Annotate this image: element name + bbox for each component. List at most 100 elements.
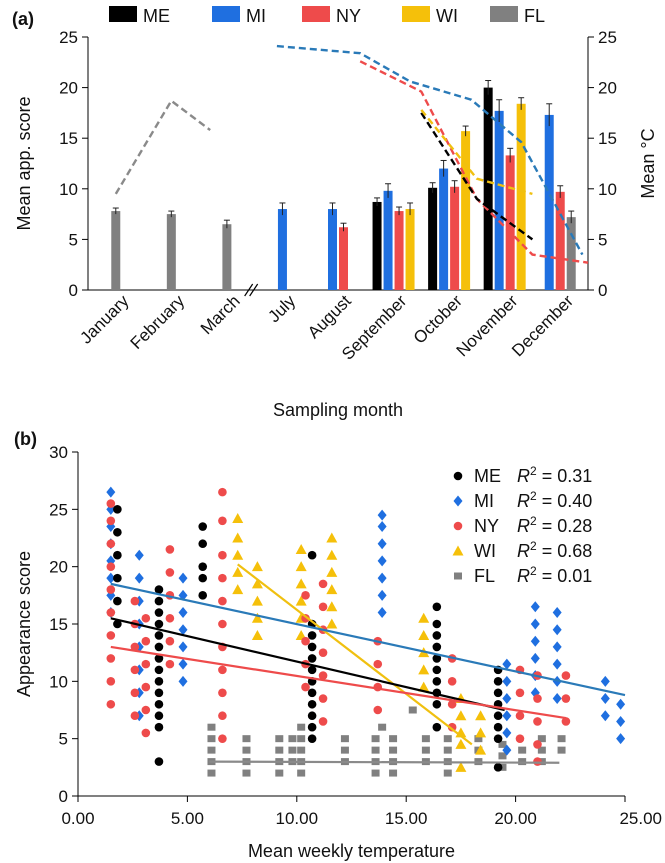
panel-a-temp-line-wi <box>420 109 533 196</box>
panel-b-point-mi <box>178 572 188 584</box>
panel-b-point-ny <box>373 659 383 669</box>
panel-b-point-wi <box>295 543 307 554</box>
panel-b-point-ny <box>515 711 525 721</box>
panel-b-legend-label-ny: NY <box>474 516 499 536</box>
panel-b-point-me <box>307 654 317 663</box>
panel-b-point-mi <box>377 555 387 567</box>
panel-b-point-mi <box>502 693 512 705</box>
panel-b-point-wi <box>418 629 430 640</box>
panel-b-point-ny <box>318 717 328 726</box>
panel-b-point-fl <box>378 723 387 731</box>
panel-b-point-fl <box>537 746 546 754</box>
panel-a-bar-ny <box>339 227 348 290</box>
panel-b-point-me <box>154 608 164 617</box>
panel-b-point-me <box>493 711 503 721</box>
panel-b-point-ny <box>165 545 175 554</box>
panel-b-point-fl <box>474 735 483 743</box>
panel-b-point-ny <box>218 688 227 698</box>
panel-b-point-me <box>307 550 317 560</box>
panel-a-y-tick-label: 5 <box>69 230 78 249</box>
panel-a-bar-wi <box>461 131 471 290</box>
panel-b-point-ny <box>106 699 116 709</box>
panel-b-point-fl <box>557 746 566 754</box>
panel-b-point-ny <box>130 596 140 606</box>
panel-b-point-ny <box>106 654 116 663</box>
panel-b-point-me <box>307 722 317 732</box>
panel-b-x-tick-label: 25.00 <box>619 809 662 828</box>
panel-b-point-wi <box>232 549 244 560</box>
panel-b-point-wi <box>326 601 338 612</box>
panel-a-bar-mi <box>494 110 504 290</box>
panel-b-point-fl <box>288 735 297 743</box>
panel-b-point-wi <box>295 561 307 572</box>
panel-b-legend-marker-me <box>453 471 463 481</box>
panel-b-point-fl <box>389 769 398 777</box>
panel-b-legend: ME R2 = 0.31 MI R2 = 0.40 NY R2 = 0.28 WI R2 = … <box>452 464 592 586</box>
panel-b-point-ny <box>165 659 175 669</box>
panel-b-point-ny <box>301 682 310 692</box>
panel-b-legend-r2-me: R2 = 0.31 <box>517 464 592 486</box>
panel-a-temp-line-mi <box>276 44 584 256</box>
panel-b-point-me <box>154 642 164 652</box>
panel-b-point-ny <box>515 688 525 698</box>
panel-a-temp-line-fl <box>114 99 211 195</box>
panel-b-point-mi <box>377 538 387 550</box>
panel-b-point-mi <box>552 607 562 619</box>
panel-a-legend-swatch-ny <box>302 6 330 22</box>
panel-a-legend: ME MI NY WI FL <box>109 6 545 26</box>
panel-b-point-fl <box>389 735 398 743</box>
panel-b-point-ny <box>533 717 542 726</box>
panel-b-point-ny <box>106 631 116 640</box>
panel-b-point-me <box>113 527 122 537</box>
panel-b-point-ny <box>447 722 457 732</box>
panel-b-x-tick-label: 5.00 <box>171 809 204 828</box>
panel-b-x-tick-label: 20.00 <box>494 809 537 828</box>
panel-b-fit-line-wi <box>237 563 473 746</box>
panel-a-right-y-axis-title: Mean °C <box>638 128 658 198</box>
panel-a-y2-tick-label: 15 <box>598 129 617 148</box>
panel-a-legend-label-ny: NY <box>336 6 361 26</box>
panel-b-point-fl <box>498 763 507 771</box>
panel-b-point-fl <box>288 746 297 754</box>
panel-b-point-fl <box>421 746 430 754</box>
panel-a-bar-mi <box>383 190 393 290</box>
panel-b-point-me <box>307 631 317 640</box>
panel-b-point-fl <box>371 735 380 743</box>
panel-b-point-wi <box>326 584 338 595</box>
panel-b-point-me <box>307 711 317 721</box>
panel-b-point-fl <box>371 746 380 754</box>
panel-b-point-me <box>493 722 503 732</box>
panel-b-point-ny <box>318 579 328 589</box>
panel-b-point-fl <box>242 769 251 777</box>
panel-b-point-me <box>113 619 122 629</box>
panel-b-point-ny <box>218 734 227 743</box>
panel-b-y-tick-label: 25 <box>49 500 68 519</box>
panel-b-point-wi <box>418 612 430 623</box>
panel-b-point-ny <box>141 682 151 692</box>
panel-a-y-tick-label: 10 <box>59 180 78 199</box>
panel-a-bar-me <box>428 187 438 290</box>
panel-b-point-ny <box>373 705 383 715</box>
panel-b-point-ny <box>561 717 571 726</box>
panel-b-point-ny <box>106 539 116 549</box>
panel-b-point-ny <box>106 677 116 686</box>
panel-b-point-fl <box>389 746 398 754</box>
panel-b-point-wi <box>251 629 263 640</box>
panel-b-x-axis-title: Mean weekly temperature <box>248 841 455 861</box>
panel-a-temp-line-me <box>420 112 534 241</box>
panel-a-y-tick-label: 0 <box>69 281 78 300</box>
panel-b-point-ny <box>218 665 227 675</box>
panel-b-point-ny <box>515 734 525 743</box>
panel-b-point-ny <box>561 671 571 680</box>
panel-b-point-ny <box>106 585 116 594</box>
panel-b-legend-marker-fl <box>454 572 462 580</box>
panel-b-point-ny <box>533 694 542 703</box>
panel-b-point-ny <box>130 711 140 721</box>
panel-b-point-wi <box>232 513 244 524</box>
panel-b-legend-marker-wi <box>452 545 464 556</box>
panel-b-x-tick-label: 10.00 <box>276 809 319 828</box>
panel-a-legend-swatch-fl <box>490 6 518 22</box>
panel-b-point-mi <box>377 572 387 584</box>
panel-a-y-tick-label: 20 <box>59 79 78 98</box>
panel-b-point-ny <box>165 636 175 646</box>
